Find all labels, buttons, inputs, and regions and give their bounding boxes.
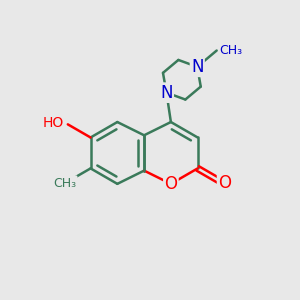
Text: CH₃: CH₃: [53, 176, 76, 190]
Text: N: N: [160, 84, 173, 102]
Text: O: O: [164, 175, 177, 193]
Text: O: O: [218, 174, 231, 192]
Text: N: N: [191, 58, 203, 76]
Text: HO: HO: [42, 116, 63, 130]
Text: CH₃: CH₃: [220, 44, 243, 57]
